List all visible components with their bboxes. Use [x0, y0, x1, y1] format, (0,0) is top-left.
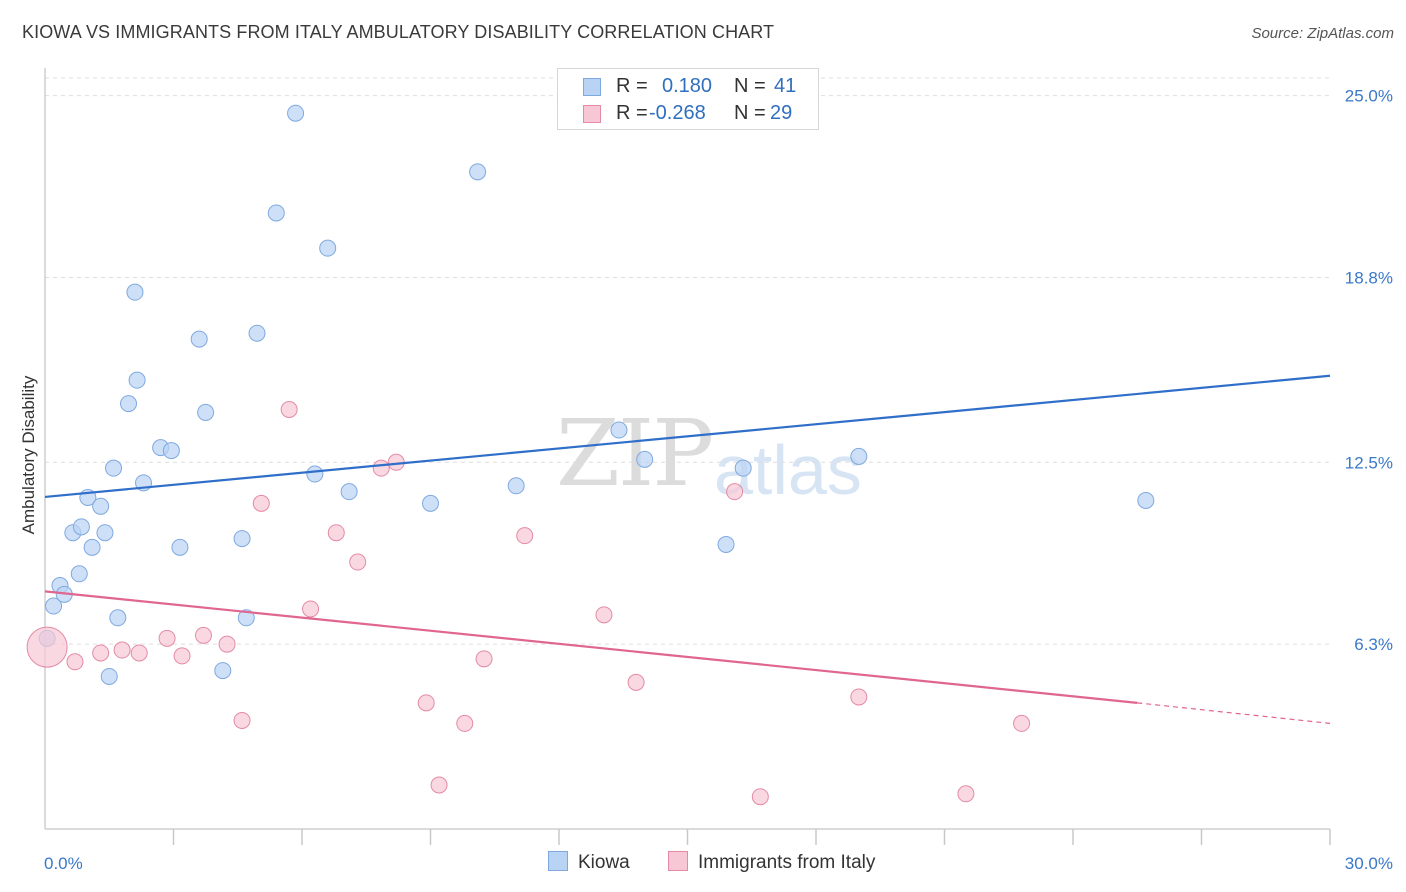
italy-point — [233, 711, 251, 729]
kiowa-point — [214, 662, 232, 680]
kiowa-point — [734, 459, 752, 477]
bottom-legend-label-italy: Immigrants from Italy — [698, 852, 876, 873]
kiowa-point — [190, 330, 208, 348]
kiowa-point — [469, 163, 487, 181]
kiowa-point — [109, 609, 127, 627]
kiowa-point — [248, 324, 266, 342]
kiowa-point — [83, 538, 101, 556]
legend-r-value: 0.180 — [662, 75, 713, 97]
kiowa-point — [45, 597, 63, 615]
legend-n-value: 29 — [770, 102, 793, 124]
correlation-legend: R = 0.180 N = 41 R = -0.268 N = 29 — [557, 68, 819, 130]
italy-point — [158, 629, 176, 647]
y-tick-label: 18.8% — [1345, 268, 1393, 287]
kiowa-point — [636, 450, 654, 468]
italy-point — [957, 785, 975, 803]
italy-point — [595, 606, 613, 624]
italy-point — [516, 527, 534, 545]
legend-r-label: R = — [616, 102, 648, 124]
bottom-legend-kiowa: Kiowa — [548, 851, 630, 874]
chart-title: KIOWA VS IMMIGRANTS FROM ITALY AMBULATOR… — [22, 22, 775, 42]
bottom-legend-label-kiowa: Kiowa — [578, 852, 630, 873]
y-tick-label: 25.0% — [1345, 87, 1393, 106]
x-tick-label: 0.0% — [44, 854, 83, 873]
kiowa-point — [306, 465, 324, 483]
italy-point — [475, 650, 493, 668]
italy-point — [130, 644, 148, 662]
legend-n-value: 41 — [774, 75, 797, 97]
y-tick-label: 6.3% — [1354, 635, 1393, 654]
italy-point — [417, 694, 435, 712]
kiowa-point — [100, 667, 118, 685]
legend-n-label: N = — [734, 75, 766, 97]
italy-point — [280, 400, 298, 418]
kiowa-point — [120, 395, 138, 413]
legend-row-kiowa: R = 0.180 N = 41 — [558, 73, 818, 101]
bottom-legend-swatch-kiowa — [548, 851, 568, 871]
watermark-zip: ZIP — [556, 400, 714, 507]
kiowa-point — [340, 483, 358, 501]
italy-point — [456, 714, 474, 732]
kiowa-point — [287, 104, 305, 122]
kiowa-point — [72, 518, 90, 536]
italy-point — [349, 553, 367, 571]
kiowa-point — [1137, 491, 1155, 509]
legend-r-value: -0.268 — [649, 102, 706, 124]
italy-point — [92, 644, 110, 662]
kiowa-point — [197, 403, 215, 421]
kiowa-point — [422, 494, 439, 512]
kiowa-trendline — [44, 374, 1331, 499]
bottom-legend-swatch-italy — [668, 851, 688, 871]
italy-point — [1013, 714, 1031, 732]
kiowa-point — [105, 459, 123, 477]
italy-point — [173, 647, 191, 665]
kiowa-point — [126, 283, 144, 301]
kiowa-point — [233, 530, 251, 548]
kiowa-point — [128, 371, 146, 389]
italy-point — [218, 635, 236, 653]
italy-point — [66, 653, 84, 671]
x-tick-label: 30.0% — [1345, 854, 1393, 873]
kiowa-point — [96, 524, 114, 542]
kiowa-point — [70, 565, 88, 583]
italy-trendline — [44, 590, 1138, 704]
kiowa-point — [507, 477, 525, 495]
kiowa-point — [319, 239, 337, 257]
kiowa-point — [92, 497, 110, 515]
italy-point — [302, 600, 320, 618]
kiowa-point — [162, 442, 180, 460]
bottom-legend-italy: Immigrants from Italy — [668, 851, 875, 874]
kiowa-point — [237, 609, 255, 627]
italy-point — [430, 776, 448, 794]
source-label: Source: ZipAtlas.com — [1251, 25, 1394, 42]
italy-point — [627, 673, 645, 691]
italy-point — [850, 688, 868, 706]
kiowa-point — [717, 535, 735, 553]
italy-point — [252, 494, 270, 512]
italy-trendline-extension — [1137, 702, 1331, 724]
italy-point — [726, 483, 744, 501]
legend-swatch-kiowa — [583, 78, 601, 96]
italy-point — [372, 459, 390, 477]
italy-point — [327, 524, 345, 542]
italy-point — [194, 626, 212, 644]
legend-n-label: N = — [734, 102, 766, 124]
kiowa-point — [171, 538, 189, 556]
kiowa-point — [610, 421, 628, 439]
italy-point — [26, 626, 68, 668]
italy-point — [113, 641, 131, 659]
y-tick-label: 12.5% — [1345, 453, 1393, 472]
y-axis-label: Ambulatory Disability — [19, 375, 38, 534]
legend-row-italy: R = -0.268 N = 29 — [558, 100, 818, 128]
legend-r-label: R = — [616, 75, 648, 97]
legend-swatch-italy — [583, 105, 601, 123]
kiowa-point — [850, 447, 868, 465]
italy-point — [751, 788, 769, 806]
kiowa-point — [267, 204, 285, 222]
